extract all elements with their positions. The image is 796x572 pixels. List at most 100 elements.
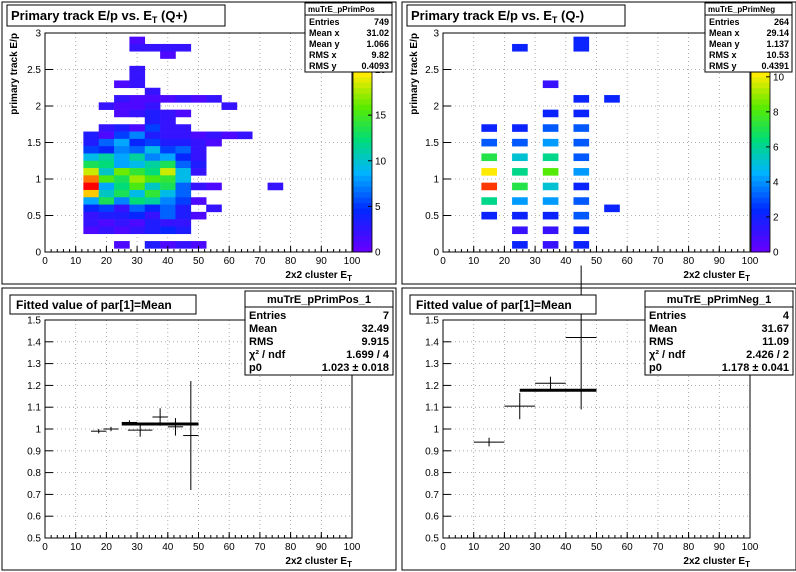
x-axis-label-main: 2x2 cluster E	[285, 556, 347, 567]
chart-title: Primary track E/p vs. ET (Q-)	[411, 8, 584, 25]
heatmap-cell	[160, 51, 176, 59]
stats-box	[244, 290, 394, 376]
heatmap-cell	[481, 153, 498, 162]
y-tick-label: 0	[35, 248, 41, 259]
heatmap-cell	[542, 153, 559, 162]
heatmap-cell	[160, 182, 176, 191]
heatmap-cell	[129, 43, 146, 52]
heatmap-cell	[206, 204, 222, 213]
heatmap-cell	[98, 160, 115, 169]
y-tick-label: 1.5	[27, 316, 41, 327]
chart-title-sub: T	[152, 15, 158, 25]
heatmap-cell	[114, 160, 130, 169]
heatmap-cell	[481, 168, 498, 176]
colorbar-segment	[353, 175, 372, 182]
stats-value: 31.02	[366, 28, 389, 38]
colorbar-segment	[751, 158, 770, 165]
x-tick-label: 100	[742, 256, 759, 267]
colorbar-segment	[751, 104, 770, 111]
heatmap-cell	[573, 182, 590, 191]
y-tick-label: 1.3	[425, 359, 439, 370]
y-tick-label: 1	[433, 175, 439, 186]
stats-label: RMS y	[309, 61, 337, 71]
heatmap-cell	[98, 204, 115, 213]
heatmap-cell	[206, 182, 222, 191]
y-tick-label: 0.5	[425, 211, 439, 222]
colorbar-segment	[751, 98, 770, 105]
colorbar-segment	[751, 180, 770, 187]
heatmap-cell	[175, 43, 192, 52]
chart-title: Fitted value of par[1]=Mean	[16, 298, 172, 312]
stats-label: p0	[249, 362, 262, 374]
heatmap-cell	[129, 65, 146, 74]
stats-label: Mean x	[709, 28, 740, 38]
chart-title-main: Primary track E/p vs. E	[411, 8, 552, 23]
heatmap-cell	[114, 182, 130, 191]
heatmap-cell	[160, 160, 176, 169]
x-tick-label: 80	[285, 542, 297, 553]
heatmap-cell	[573, 43, 590, 52]
heatmap-cell	[114, 189, 130, 198]
heatmap-cell	[190, 95, 207, 103]
heatmap-cell	[175, 189, 192, 198]
colorbar-segment	[353, 76, 372, 83]
colorbar-tick-label: 15	[375, 111, 387, 122]
stats-value: 9.915	[361, 336, 389, 348]
x-tick-label: 70	[652, 256, 664, 267]
heatmap-cell	[83, 175, 100, 183]
x-tick-label: 20	[499, 256, 511, 267]
y-tick-label: 0	[433, 248, 439, 259]
heatmap-cell	[190, 241, 207, 249]
stats-label: χ² / ndf	[649, 349, 686, 361]
heatmap-cell	[98, 124, 115, 132]
heatmap-cell	[573, 168, 590, 176]
stats-value: 0.4391	[761, 61, 789, 71]
heatmap-cell	[221, 131, 238, 140]
x-tick-label: 80	[683, 256, 695, 267]
heatmap-cell	[160, 138, 176, 147]
colorbar-segment	[751, 213, 770, 220]
heatmap-cell	[512, 43, 528, 52]
heatmap-cell	[190, 160, 207, 169]
x-tick-label: 90	[714, 542, 726, 553]
x-tick-label: 10	[70, 256, 82, 267]
heatmap-cell	[83, 146, 100, 154]
x-tick-label: 40	[560, 256, 572, 267]
colorbar-tick-label: 2	[773, 212, 779, 223]
colorbar-segment	[751, 153, 770, 160]
stats-value: 1.023 ± 0.018	[322, 362, 389, 374]
x-axis-label: 2x2 cluster ET	[285, 556, 352, 569]
colorbar-segment	[353, 147, 372, 154]
colorbar-segment	[751, 191, 770, 198]
x-tick-label: 40	[162, 256, 174, 267]
heatmap-cell	[160, 146, 176, 154]
x-axis-label: 2x2 cluster ET	[683, 270, 750, 283]
x-tick-label: 50	[193, 542, 205, 553]
heatmap-cell	[144, 153, 161, 162]
x-tick-label: 0	[440, 256, 446, 267]
x-tick-label: 0	[440, 542, 446, 553]
colorbar-segment	[751, 93, 770, 100]
heatmap-cell	[160, 211, 176, 220]
heatmap-cell	[221, 102, 238, 110]
heatmap-cell	[573, 241, 590, 249]
x-tick-label: 20	[101, 542, 113, 553]
colorbar-segment	[751, 120, 770, 127]
heatmap-cell	[83, 226, 100, 235]
x-tick-label: 70	[652, 542, 664, 553]
x-tick-label: 50	[591, 256, 603, 267]
heatmap-cell	[144, 175, 161, 183]
heatmap-cell	[160, 204, 176, 213]
x-tick-label: 20	[101, 256, 113, 267]
heatmap-cell	[129, 197, 146, 205]
x-tick-label: 40	[560, 542, 572, 553]
heatmap-cell	[129, 204, 146, 213]
heatmap-cell	[114, 131, 130, 140]
heatmap-cell	[83, 197, 100, 205]
y-tick-label: 1.5	[27, 138, 41, 149]
heatmap-cell	[175, 138, 192, 147]
colorbar-segment	[353, 87, 372, 94]
heatmap-cell	[175, 204, 192, 213]
colorbar-segment	[353, 191, 372, 198]
heatmap-cell	[83, 131, 100, 140]
